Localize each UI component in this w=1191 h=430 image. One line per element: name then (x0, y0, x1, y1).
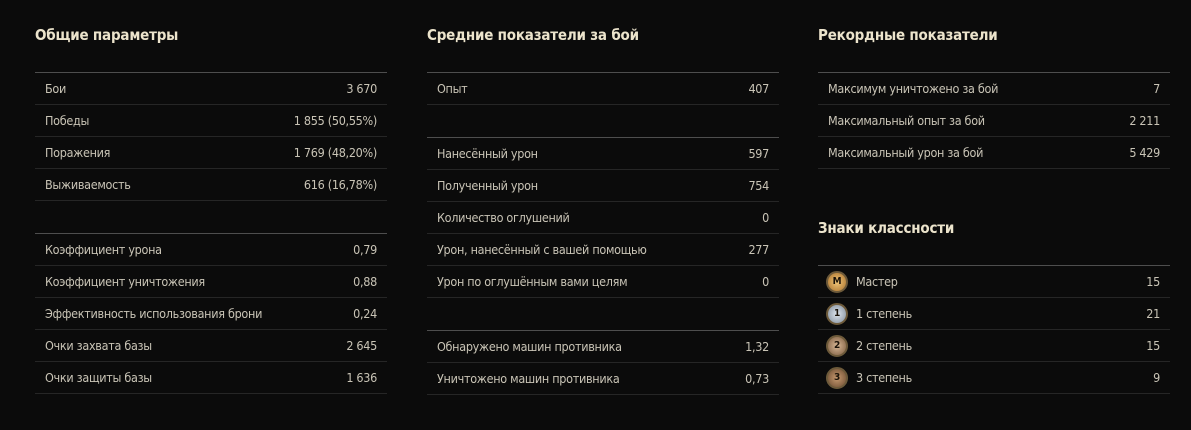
stats-column: Общие параметры Бои 3 670 Победы 1 855 (50,5… (35, 17, 387, 394)
stats-row: Коэффициент уничтожения 0,88 (35, 266, 387, 298)
section-title: Знаки классности (818, 219, 955, 237)
stat-value: 277 (748, 242, 769, 257)
stat-label: Победы (45, 113, 90, 128)
stats-row: Очки защиты базы 1 636 (35, 362, 387, 394)
spacer-row (35, 201, 387, 233)
stat-label: 1 степень (856, 306, 912, 321)
stats-section: Рекордные показатели Максимум уничтожено … (818, 17, 1170, 169)
stat-label: Нанесённый урон (437, 146, 538, 161)
stats-group: М Мастер 15 1 1 степень 21 2 2 степень 15 3 3 степ… (818, 265, 1170, 394)
stat-label: Максимум уничтожено за бой (828, 81, 999, 96)
section-title: Общие параметры (35, 26, 179, 44)
stats-row: Нанесённый урон 597 (427, 138, 779, 170)
stat-label: Коэффициент урона (45, 242, 162, 257)
stats-row: 1 1 степень 21 (818, 298, 1170, 330)
stats-row: Максимум уничтожено за бой 7 (818, 73, 1170, 105)
stats-row: Уничтожено машин противника 0,73 (427, 363, 779, 395)
stat-value: 1,32 (745, 339, 769, 354)
stat-label: Поражения (45, 145, 111, 160)
stat-value: 3 670 (346, 81, 377, 96)
stat-label: Уничтожено машин противника (437, 371, 620, 386)
stat-label: Эффективность использования брони (45, 306, 263, 321)
stat-label: Урон, нанесённый с вашей помощью (437, 242, 647, 257)
stat-label: Урон по оглушённым вами целям (437, 274, 628, 289)
stats-row: Урон, нанесённый с вашей помощью 277 (427, 234, 779, 266)
stats-row: Выживаемость 616 (16,78%) (35, 169, 387, 201)
stat-label: Обнаружено машин противника (437, 339, 622, 354)
stat-label: Полученный урон (437, 178, 538, 193)
stat-label: 2 степень (856, 338, 912, 353)
stats-row: Бои 3 670 (35, 73, 387, 105)
stats-row: М Мастер 15 (818, 266, 1170, 298)
stats-row: Очки захвата базы 2 645 (35, 330, 387, 362)
stat-label: Опыт (437, 81, 468, 96)
stat-label: Количество оглушений (437, 210, 570, 225)
stats-group: Опыт 407 (427, 72, 779, 105)
stat-label: Максимальный опыт за бой (828, 113, 985, 128)
stats-row: Количество оглушений 0 (427, 202, 779, 234)
spacer-row (427, 298, 779, 330)
stats-row: Максимальный урон за бой 5 429 (818, 137, 1170, 169)
stat-label: Очки защиты базы (45, 370, 152, 385)
stats-group: Коэффициент урона 0,79 Коэффициент уничтож… (35, 233, 387, 394)
stats-section: Общие параметры Бои 3 670 Победы 1 855 (50,5… (35, 17, 387, 394)
stats-row: Максимальный опыт за бой 2 211 (818, 105, 1170, 137)
stats-section: Знаки классности М Мастер 15 1 1 степень 21 2 2 … (818, 210, 1170, 394)
stat-value: 1 855 (50,55%) (293, 113, 378, 128)
stats-row: Коэффициент урона 0,79 (35, 234, 387, 266)
class-badge: 2 (826, 334, 848, 357)
stat-label: 3 степень (856, 370, 912, 385)
stat-value: 0,79 (353, 242, 377, 257)
stat-value: 407 (748, 81, 769, 96)
stat-value: 2 211 (1129, 113, 1160, 128)
stats-row: Поражения 1 769 (48,20%) (35, 137, 387, 169)
stats-row: Урон по оглушённым вами целям 0 (427, 266, 779, 298)
spacer-row (427, 105, 779, 137)
class-badge: 3 (826, 366, 848, 389)
stat-value: 0 (762, 210, 769, 225)
stat-label: Коэффициент уничтожения (45, 274, 205, 289)
stat-value: 754 (748, 178, 769, 193)
stat-value: 1 636 (346, 370, 377, 385)
stats-column: Средние показатели за бой Опыт 407 Нанесённ… (427, 17, 779, 395)
stats-row: Победы 1 855 (50,55%) (35, 105, 387, 137)
stats-section: Средние показатели за бой Опыт 407 Нанесённ… (427, 17, 779, 395)
stats-group: Бои 3 670 Победы 1 855 (50,55%) Поражения 1 7… (35, 72, 387, 201)
stats-row: 3 3 степень 9 (818, 362, 1170, 394)
stats-row: Полученный урон 754 (427, 170, 779, 202)
stat-value: 1 769 (48,20%) (293, 145, 378, 160)
section-title: Рекордные показатели (818, 26, 998, 44)
stats-row: Эффективность использования брони 0,24 (35, 298, 387, 330)
stat-value: 15 (1146, 338, 1160, 353)
section-title: Средние показатели за бой (427, 26, 639, 44)
stat-value: 0,24 (353, 306, 377, 321)
stat-label: Мастер (856, 274, 898, 289)
stat-label: Очки захвата базы (45, 338, 152, 353)
stat-label: Бои (45, 81, 66, 96)
stat-value: 0 (762, 274, 769, 289)
stat-value: 9 (1153, 370, 1160, 385)
stat-value: 616 (16,78%) (303, 177, 377, 192)
stat-label: Максимальный урон за бой (828, 145, 984, 160)
stat-value: 5 429 (1129, 145, 1160, 160)
stat-value: 15 (1146, 274, 1160, 289)
stat-label: Выживаемость (45, 177, 131, 192)
stat-value: 7 (1153, 81, 1160, 96)
stat-value: 21 (1146, 306, 1160, 321)
stat-value: 0,73 (745, 371, 769, 386)
class-badge: М (826, 270, 848, 293)
stats-column: Рекордные показатели Максимум уничтожено … (818, 17, 1170, 394)
stat-value: 2 645 (346, 338, 377, 353)
stats-group: Нанесённый урон 597 Полученный урон 754 Коли… (427, 137, 779, 298)
stat-value: 597 (748, 146, 769, 161)
stats-group: Максимум уничтожено за бой 7 Максимальный … (818, 72, 1170, 169)
stats-row: Опыт 407 (427, 73, 779, 105)
class-badge: 1 (826, 302, 848, 325)
stats-row: Обнаружено машин противника 1,32 (427, 331, 779, 363)
stats-row: 2 2 степень 15 (818, 330, 1170, 362)
stat-value: 0,88 (353, 274, 377, 289)
stats-group: Обнаружено машин противника 1,32 Уничтожен… (427, 330, 779, 395)
